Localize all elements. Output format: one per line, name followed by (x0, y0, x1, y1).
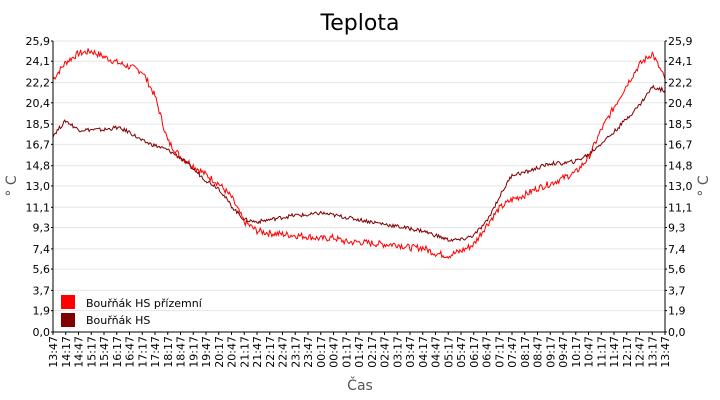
y-tick-label-left: 7,4 (33, 243, 51, 256)
x-tick-label: 23:47 (302, 336, 315, 368)
series-line-0 (52, 48, 666, 260)
legend: Bouřňák HS přízemní Bouřňák HS (61, 295, 203, 327)
x-tick-label: 21:47 (251, 336, 264, 368)
x-tick-label: 02:47 (379, 336, 392, 368)
x-tick-label: 02:17 (366, 336, 379, 368)
y-tick-label-right: 14,8 (668, 160, 693, 173)
x-tick-label: 09:17 (544, 336, 557, 368)
y-tick-label-right: 20,4 (668, 97, 693, 110)
x-tick-label: 18:17 (162, 336, 175, 368)
y-tick-label-left: 22,2 (26, 77, 51, 90)
y-tick-label-left: 3,7 (33, 284, 51, 297)
y-tick-label-right: 22,2 (668, 77, 693, 90)
y-ticks-right: 25,9 24,1 22,2 20,4 18,5 16,7 14,8 13,0 11,1 9,3 7… (665, 35, 693, 339)
y-tick-label-left: 25,9 (26, 35, 51, 48)
x-tick-label: 20:17 (213, 336, 226, 368)
legend-label-series-0: Bouřňák HS přízemní (86, 297, 203, 310)
x-tick-label: 01:17 (340, 336, 353, 368)
y-tick-label-right: 7,4 (668, 243, 686, 256)
x-tick-label: 15:17 (85, 336, 98, 368)
x-tick-label: 16:17 (111, 336, 124, 368)
x-tick-label: 12:17 (621, 336, 634, 368)
x-tick-label: 04:17 (417, 336, 430, 368)
y-tick-label-left: 13,0 (26, 180, 51, 193)
y-tick-label-right: 25,9 (668, 35, 693, 48)
x-tick-label: 06:17 (468, 336, 481, 368)
y-tick-label-left: 11,1 (26, 201, 51, 214)
plot-area (53, 41, 665, 332)
x-tick-label: 08:47 (532, 336, 545, 368)
y-tick-label-right: 18,5 (668, 118, 693, 131)
x-tick-label: 14:17 (60, 336, 73, 368)
x-tick-label: 14:47 (73, 336, 86, 368)
y-tick-label-right: 3,7 (668, 284, 686, 297)
y-tick-label-right: 13,0 (668, 180, 693, 193)
y-tick-label-left: 14,8 (26, 160, 51, 173)
x-tick-label: 07:17 (493, 336, 506, 368)
y-tick-label-right: 9,3 (668, 222, 686, 235)
y-axis-title-left: ° C (4, 175, 20, 196)
x-tick-label: 10:47 (583, 336, 596, 368)
y-tick-label-left: 16,7 (26, 138, 51, 151)
x-tick-label: 07:47 (506, 336, 519, 368)
y-tick-label-right: 0,0 (668, 326, 686, 339)
y-axis-title-right: ° C (696, 175, 712, 196)
x-tick-label: 10:17 (570, 336, 583, 368)
y-tick-label-right: 24,1 (668, 55, 693, 68)
x-tick-label: 23:17 (289, 336, 302, 368)
x-tick-label: 00:47 (328, 336, 341, 368)
x-tick-label: 19:47 (200, 336, 213, 368)
x-axis-title: Čas (347, 376, 373, 394)
y-ticks-left: 25,9 24,1 22,2 20,4 18,5 16,7 14,8 13,0 11,1 9,3 7… (26, 35, 53, 339)
y-tick-label-right: 5,6 (668, 263, 686, 276)
x-tick-label: 11:47 (608, 336, 621, 368)
x-tick-label: 22:17 (264, 336, 277, 368)
x-tick-label: 08:17 (519, 336, 532, 368)
y-tick-label-left: 20,4 (26, 97, 51, 110)
x-tick-label: 13:47 (659, 336, 672, 368)
chart-title: Teplota (320, 11, 400, 36)
x-tick-label: 13:17 (646, 336, 659, 368)
x-tick-label: 16:47 (124, 336, 137, 368)
grid (53, 40, 665, 333)
x-tick-label: 15:47 (98, 336, 111, 368)
y-tick-label-left: 9,3 (33, 222, 51, 235)
series-group (52, 48, 666, 260)
y-tick-label-left: 18,5 (26, 118, 51, 131)
y-tick-label-left: 5,6 (33, 263, 51, 276)
x-tick-label: 03:47 (404, 336, 417, 368)
x-tick-label: 05:17 (442, 336, 455, 368)
x-tick-label: 03:17 (391, 336, 404, 368)
x-tick-label: 17:17 (136, 336, 149, 368)
x-tick-label: 00:17 (315, 336, 328, 368)
y-tick-label-right: 1,9 (668, 305, 686, 318)
x-tick-label: 18:47 (175, 336, 188, 368)
legend-label-series-1: Bouřňák HS (86, 314, 150, 327)
series-line-1 (52, 84, 666, 242)
y-tick-label-left: 0,0 (33, 326, 51, 339)
x-tick-label: 12:47 (634, 336, 647, 368)
x-tick-label: 17:47 (149, 336, 162, 368)
legend-swatch-series-1 (61, 313, 75, 327)
y-tick-label-right: 16,7 (668, 138, 693, 151)
y-tick-label-right: 11,1 (668, 201, 693, 214)
x-tick-label: 09:47 (557, 336, 570, 368)
x-tick-label: 06:47 (481, 336, 494, 368)
x-tick-label: 20:47 (226, 336, 239, 368)
y-tick-label-left: 24,1 (26, 55, 51, 68)
x-tick-label: 04:47 (430, 336, 443, 368)
x-tick-label: 05:47 (455, 336, 468, 368)
x-tick-label: 13:47 (47, 336, 60, 368)
x-tick-label: 19:17 (187, 336, 200, 368)
x-tick-label: 21:17 (238, 336, 251, 368)
legend-swatch-series-0 (61, 295, 75, 309)
x-ticks: 13:47 14:17 14:47 15:17 15:47 16:17 16:47 17:17… (47, 332, 672, 368)
x-tick-label: 01:47 (353, 336, 366, 368)
y-tick-label-left: 1,9 (33, 305, 51, 318)
x-tick-label: 22:47 (277, 336, 290, 368)
x-tick-label: 11:17 (595, 336, 608, 368)
